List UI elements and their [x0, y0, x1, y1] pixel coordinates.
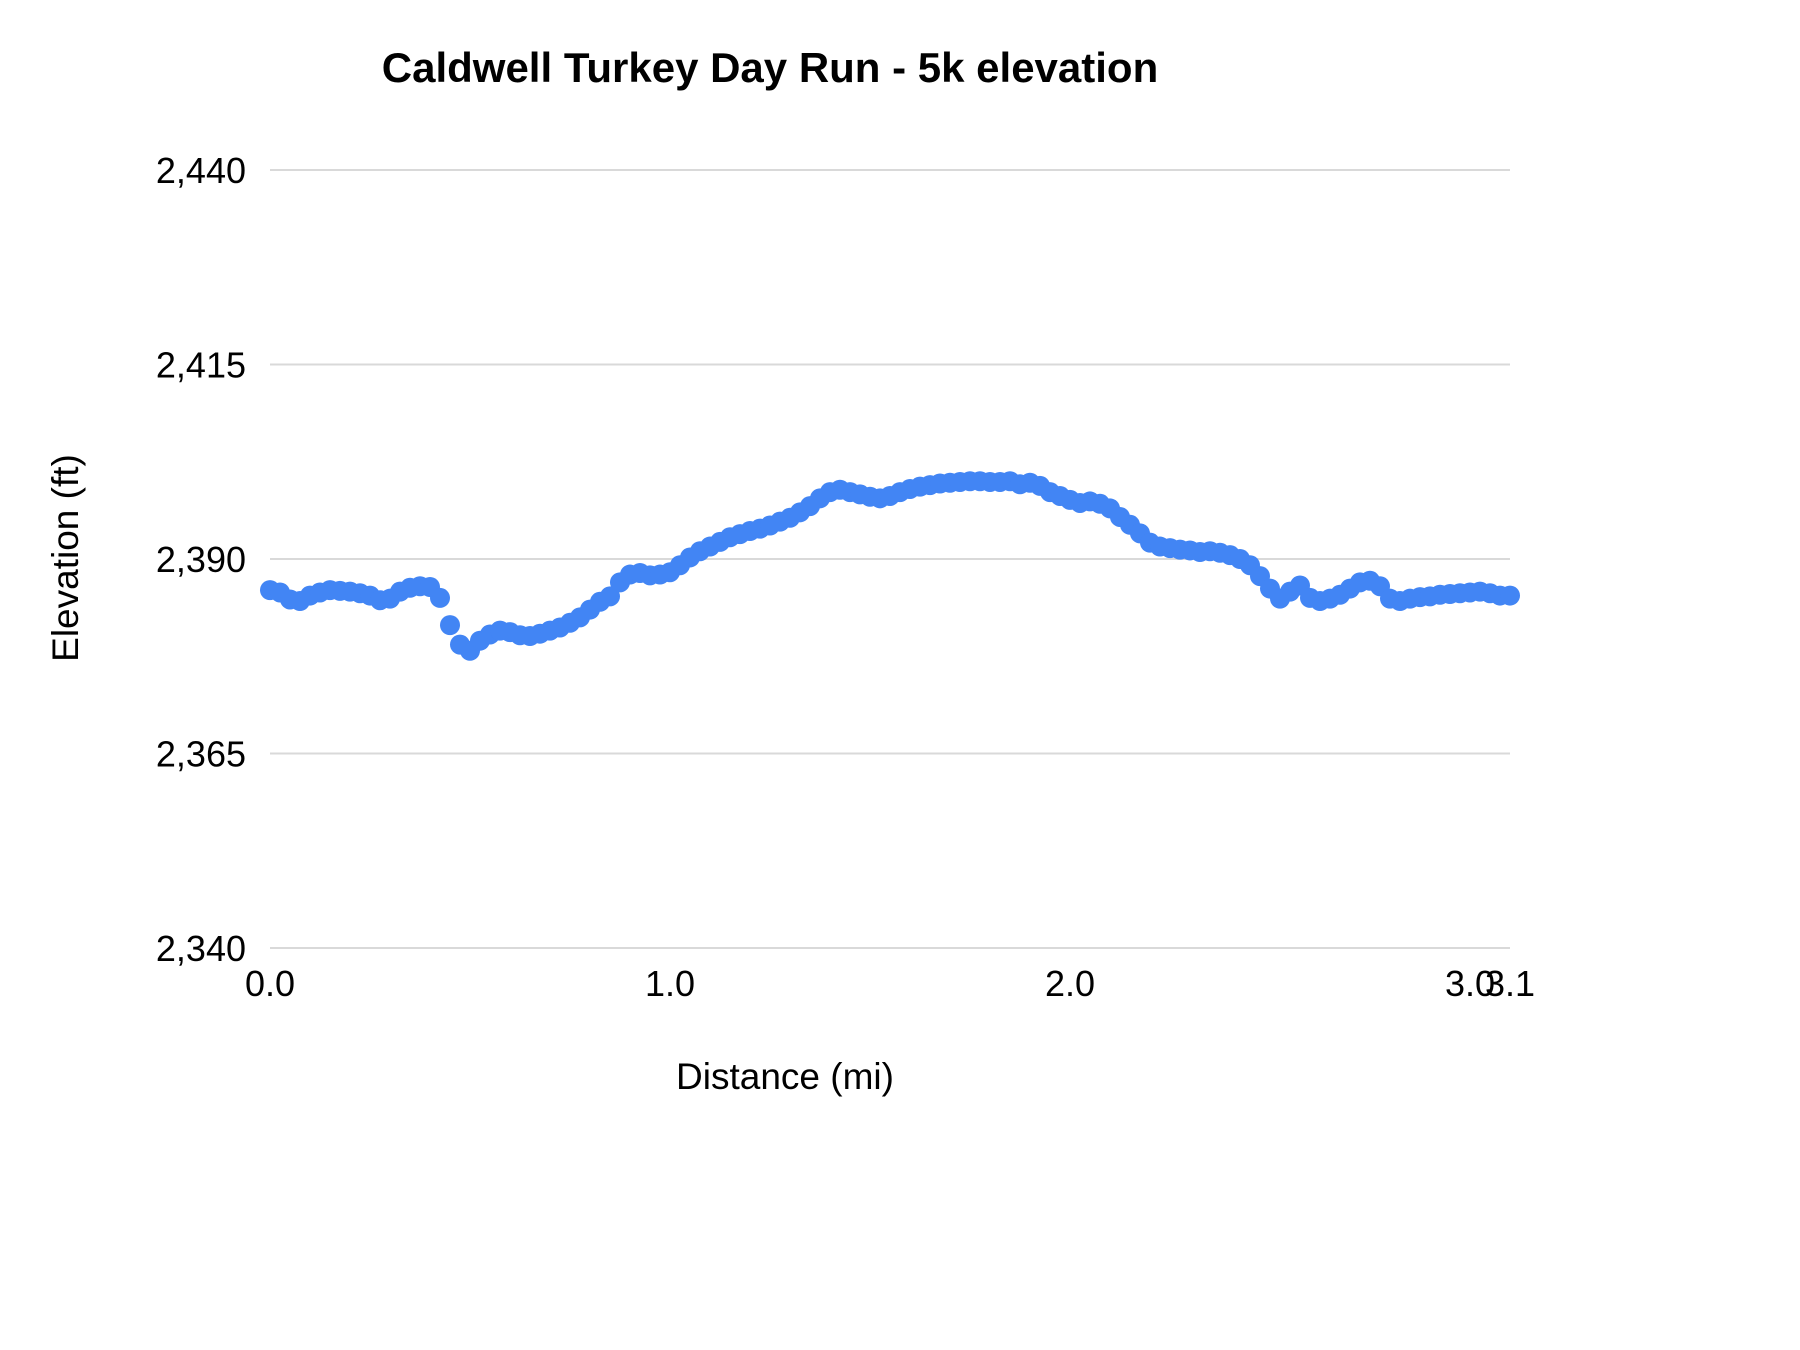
data-point [440, 615, 460, 636]
chart-title: Caldwell Turkey Day Run - 5k elevation [381, 44, 1159, 91]
x-tick-label: 0.0 [245, 963, 295, 1004]
data-point [600, 586, 620, 607]
x-tick-label: 3.1 [1485, 963, 1535, 1004]
y-tick-label: 2,340 [156, 928, 246, 969]
y-tick-label: 2,440 [156, 150, 246, 191]
data-point [1500, 585, 1520, 606]
x-axis-title: Distance (mi) [676, 1056, 894, 1097]
x-tick-label: 2.0 [1045, 963, 1095, 1004]
data-points [260, 471, 1520, 661]
y-tick-label: 2,390 [156, 539, 246, 580]
y-tick-label: 2,415 [156, 345, 246, 386]
y-tick-label: 2,365 [156, 734, 246, 775]
x-tick-label: 1.0 [645, 963, 695, 1004]
x-tick-label: 3.0 [1445, 963, 1495, 1004]
data-point [430, 587, 450, 608]
